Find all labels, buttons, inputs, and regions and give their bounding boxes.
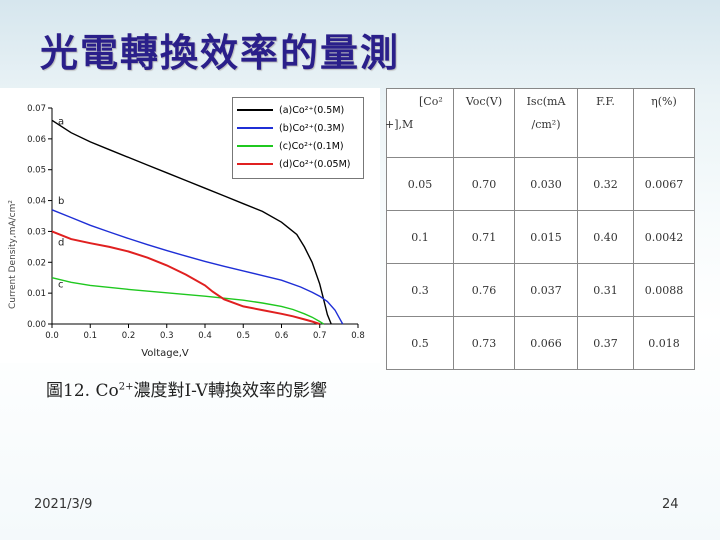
y-tick-label: 0.02 xyxy=(27,258,46,268)
x-tick-label: 0.2 xyxy=(122,331,136,341)
header-isc-line1: Isc(mA xyxy=(526,95,566,108)
cell: 0.76 xyxy=(453,263,515,317)
legend-item-c: (c)Co²⁺(0.1M) xyxy=(237,140,344,152)
legend-swatch-b xyxy=(237,127,273,129)
table-row: 0.3 0.76 0.037 0.31 0.0088 xyxy=(386,263,695,317)
header-voc-label: Voc(V) xyxy=(465,95,503,108)
x-axis-label: Voltage,V xyxy=(141,348,189,359)
x-tick-label: 0.0 xyxy=(45,331,59,341)
cell: 0.31 xyxy=(577,263,634,317)
cell: 0.5 xyxy=(386,316,454,370)
y-tick-label: 0.05 xyxy=(27,166,46,176)
table-row: 0.05 0.70 0.030 0.32 0.0067 xyxy=(386,157,695,211)
table-header-row: [Co² +],M Voc(V) Isc(mA /cm²) F.F. η(%) xyxy=(385,88,695,158)
caption-charge: 2+ xyxy=(118,381,134,393)
legend-label-b: (b)Co²⁺(0.3M) xyxy=(279,122,345,134)
series-tag-c: c xyxy=(58,280,64,291)
cell: 0.3 xyxy=(386,263,454,317)
series-line-c xyxy=(51,277,324,325)
series-line-a xyxy=(51,119,332,325)
legend-label-c: (c)Co²⁺(0.1M) xyxy=(279,140,344,152)
series-tag-d: d xyxy=(58,237,64,248)
header-isc-line2: /cm²) xyxy=(531,118,561,131)
cell: 0.73 xyxy=(453,316,515,370)
header-concentration: [Co² +],M xyxy=(385,88,454,158)
cell: 0.40 xyxy=(577,210,634,264)
results-table: [Co² +],M Voc(V) Isc(mA /cm²) F.F. η(%) … xyxy=(385,88,695,370)
iv-chart-svg: 0.0 0.1 0.2 0.3 0.4 0.5 0.6 0.7 0.8 0.00 0.01 0.02 0… xyxy=(27,104,365,359)
cell: 0.37 xyxy=(577,316,634,370)
chart-legend: (a)Co²⁺(0.5M) (b)Co²⁺(0.3M) (c)Co²⁺(0.1M… xyxy=(232,97,364,179)
series-line-b xyxy=(51,209,344,325)
x-tick-label: 0.6 xyxy=(275,331,289,341)
legend-swatch-d xyxy=(237,163,273,165)
legend-swatch-a xyxy=(237,109,273,111)
x-tick-label: 0.8 xyxy=(351,331,365,341)
cell: 0.70 xyxy=(453,157,515,211)
cell: 0.0042 xyxy=(633,210,695,264)
legend-item-a: (a)Co²⁺(0.5M) xyxy=(237,104,344,116)
header-ff: F.F. xyxy=(577,88,634,158)
y-tick-label: 0.07 xyxy=(27,104,46,114)
x-tick-label: 0.5 xyxy=(236,331,250,341)
cell: 0.32 xyxy=(577,157,634,211)
y-tick-label: 0.03 xyxy=(27,227,46,237)
cell: 0.1 xyxy=(386,210,454,264)
x-tick-label: 0.7 xyxy=(313,331,327,341)
series-tag-b: b xyxy=(58,196,64,207)
cell: 0.0067 xyxy=(633,157,695,211)
y-tick-label: 0.00 xyxy=(27,320,46,330)
x-tick-label: 0.1 xyxy=(83,331,97,341)
table-row: 0.5 0.73 0.066 0.37 0.018 xyxy=(386,316,695,370)
cell: 0.018 xyxy=(633,316,695,370)
x-tick-label: 0.4 xyxy=(198,331,212,341)
header-eta: η(%) xyxy=(633,88,695,158)
header-concentration-line1: [Co² xyxy=(419,95,443,108)
x-tick-label: 0.3 xyxy=(160,331,174,341)
slide-title: 光電轉換效率的量測 xyxy=(40,30,401,75)
header-concentration-line2: +],M xyxy=(385,118,414,131)
header-voc: Voc(V) xyxy=(453,88,515,158)
cell: 0.05 xyxy=(386,157,454,211)
cell: 0.015 xyxy=(514,210,578,264)
table-row: 0.1 0.71 0.015 0.40 0.0042 xyxy=(386,210,695,264)
legend-label-a: (a)Co²⁺(0.5M) xyxy=(279,104,345,116)
legend-item-b: (b)Co²⁺(0.3M) xyxy=(237,122,344,134)
series-line-d xyxy=(51,230,321,325)
chart-ylabel: Current Density,mA/cm² xyxy=(8,200,18,310)
caption-ion: Co xyxy=(95,381,119,401)
cell: 0.037 xyxy=(514,263,578,317)
series-tag-a: a xyxy=(58,116,64,127)
y-tick-label: 0.06 xyxy=(27,135,46,145)
header-ff-label: F.F. xyxy=(596,95,615,108)
cell: 0.71 xyxy=(453,210,515,264)
cell: 0.066 xyxy=(514,316,578,370)
y-tick-label: 0.04 xyxy=(27,197,46,207)
legend-item-d: (d)Co²⁺(0.05M) xyxy=(237,158,350,170)
caption-suffix: 濃度對I-V轉換效率的影響 xyxy=(133,381,327,401)
header-eta-label: η(%) xyxy=(651,95,677,108)
figure-caption: 圖12. Co2+濃度對I-V轉換效率的影響 xyxy=(46,376,327,401)
legend-swatch-c xyxy=(237,145,273,147)
footer-date: 2021/3/9 xyxy=(34,497,93,512)
header-isc: Isc(mA /cm²) xyxy=(514,88,578,158)
legend-label-d: (d)Co²⁺(0.05M) xyxy=(279,158,351,170)
cell: 0.0088 xyxy=(633,263,695,317)
cell: 0.030 xyxy=(514,157,578,211)
page-number: 24 xyxy=(662,497,679,512)
caption-prefix: 圖12. xyxy=(46,381,91,401)
y-tick-label: 0.01 xyxy=(27,289,46,299)
